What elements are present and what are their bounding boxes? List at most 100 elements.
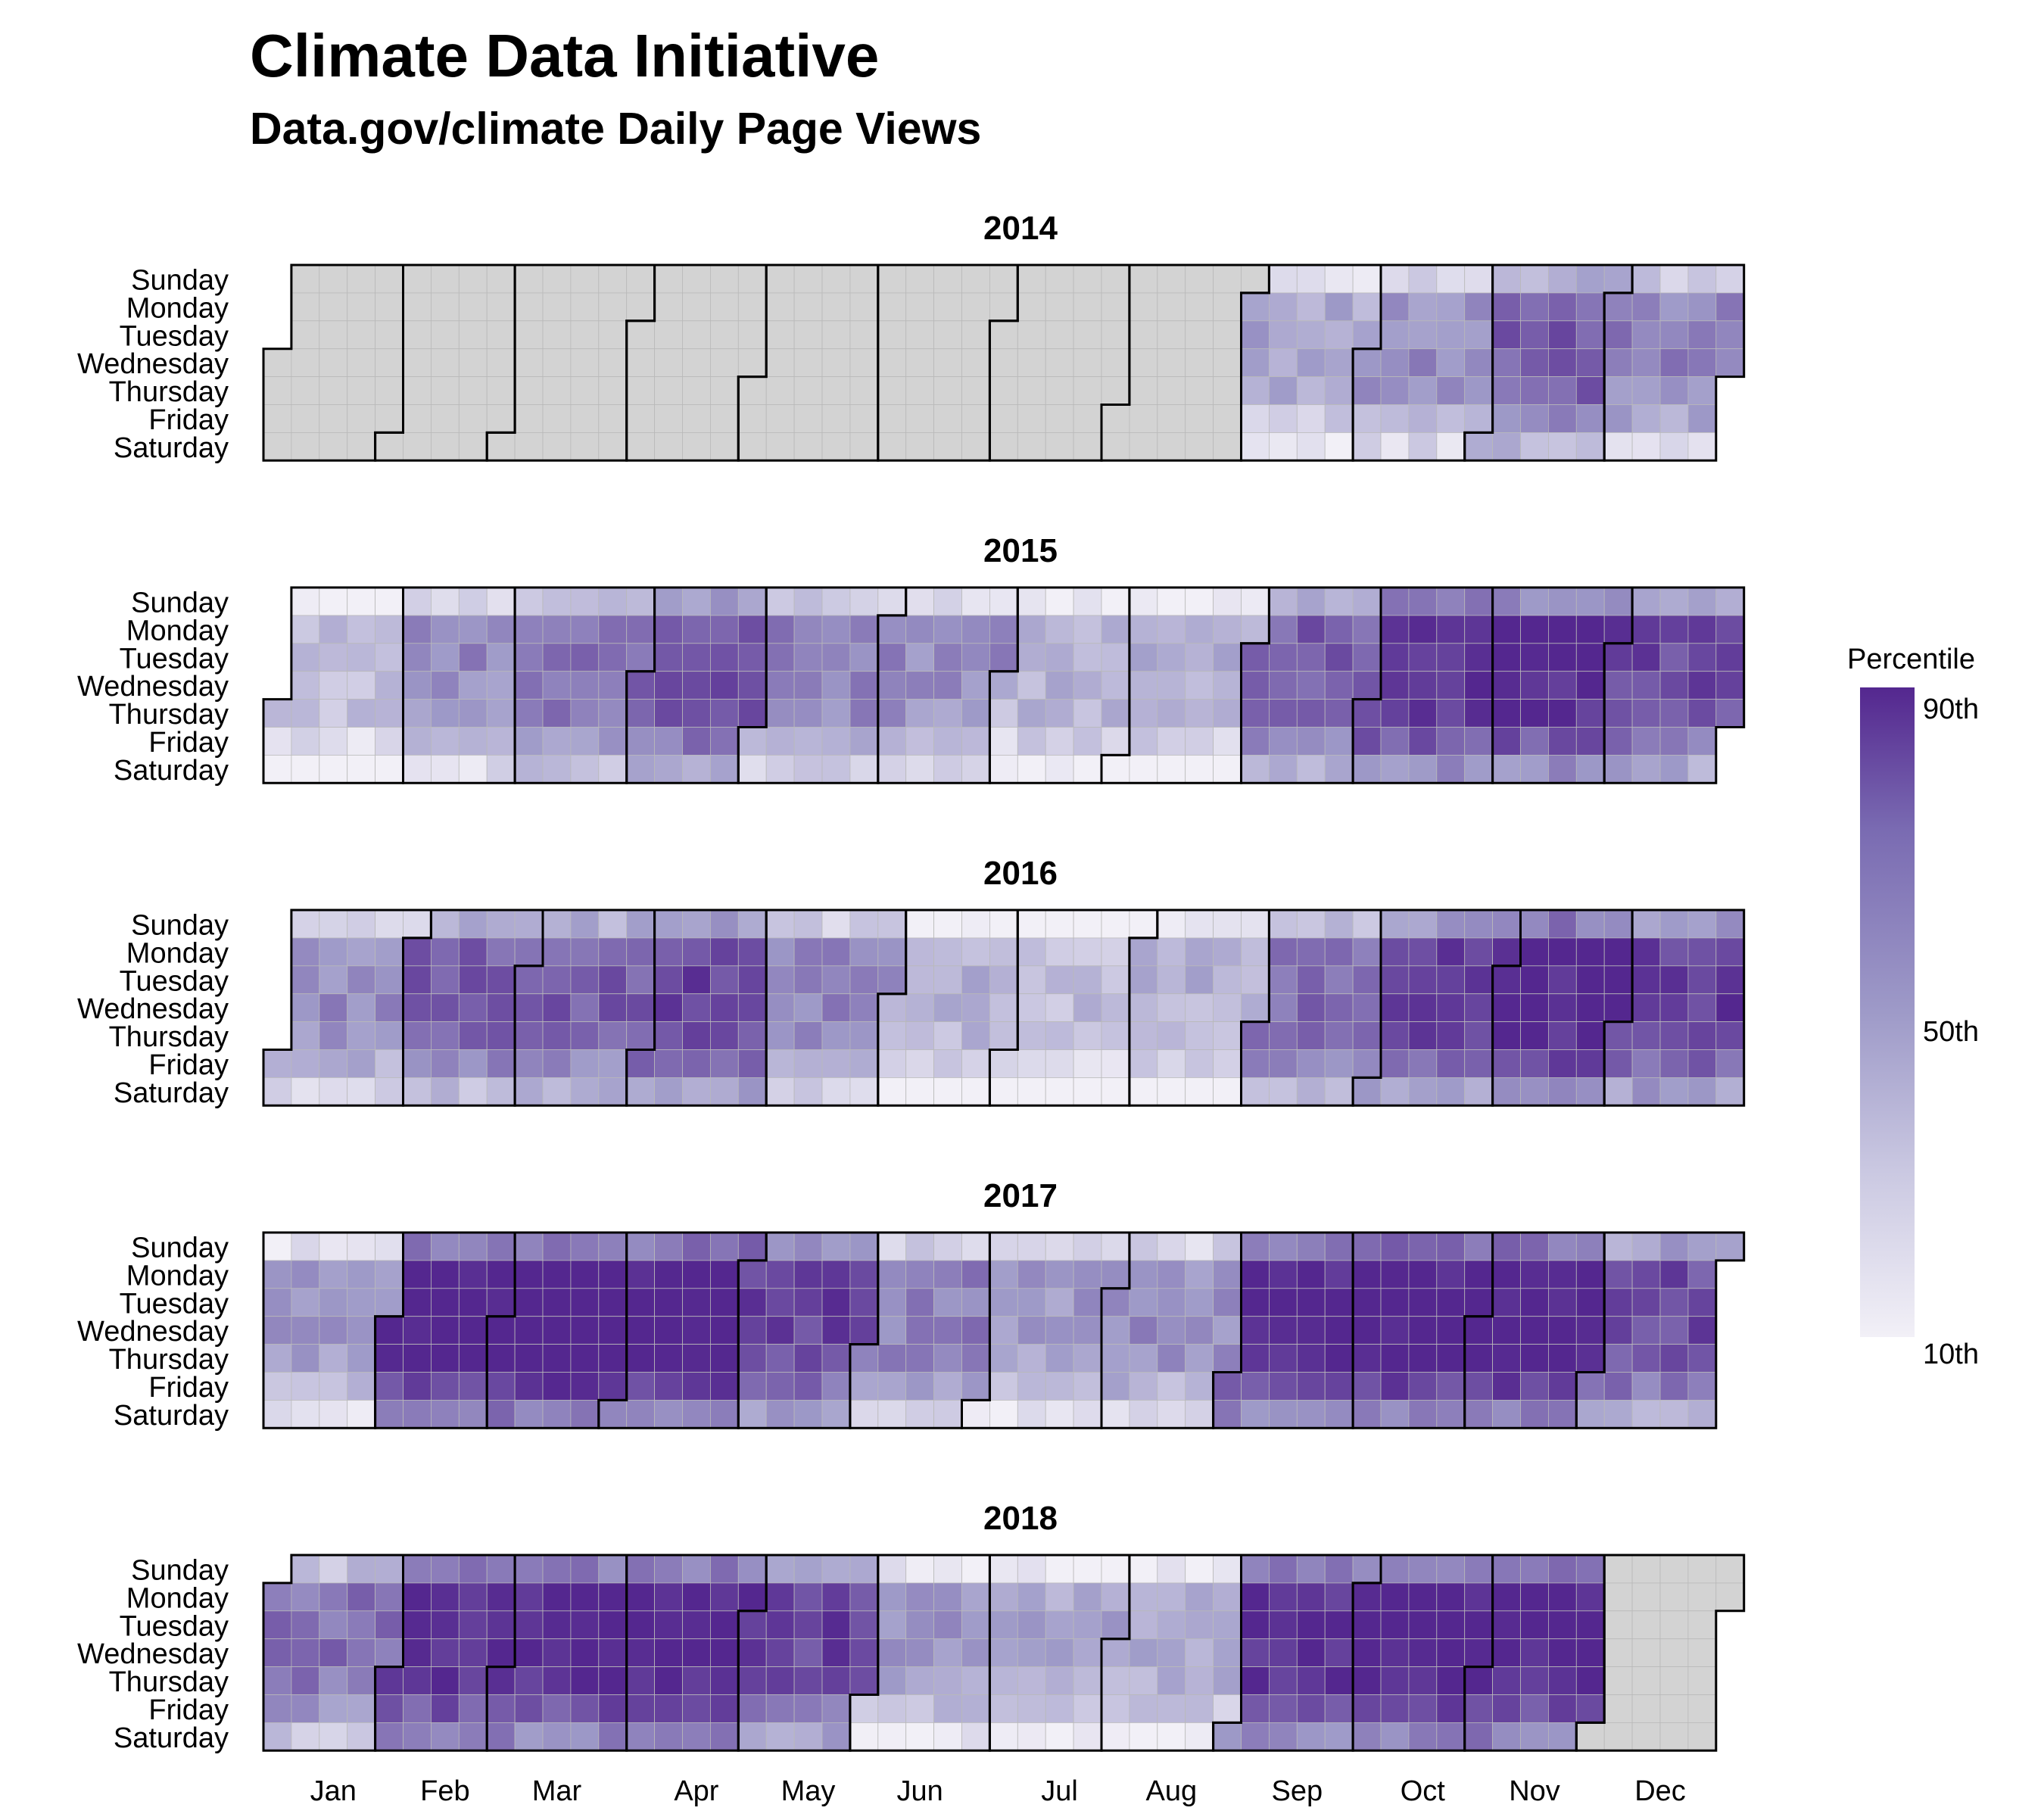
day-cell: [1185, 1316, 1214, 1345]
day-cell: [403, 587, 432, 616]
day-cell: [514, 264, 544, 294]
day-cell: [905, 292, 934, 322]
day-cell: [1241, 1722, 1270, 1751]
day-cell: [710, 699, 739, 728]
day-cell: [1687, 1316, 1717, 1345]
day-cell: [1464, 1582, 1493, 1612]
day-cell: [291, 292, 320, 322]
day-cell: [1017, 615, 1046, 644]
day-cell: [1045, 1049, 1074, 1078]
day-cell: [1101, 727, 1130, 756]
day-cell: [626, 1260, 656, 1289]
day-cell: [989, 755, 1018, 784]
day-cell: [514, 432, 544, 461]
month-label-jul: Jul: [1041, 1775, 1078, 1807]
day-cell: [1045, 965, 1074, 995]
day-cell: [1687, 1638, 1717, 1667]
day-cell: [1045, 587, 1074, 616]
day-cell: [1269, 993, 1298, 1022]
day-cell: [1101, 699, 1130, 728]
day-cell: [1659, 993, 1689, 1022]
day-cell: [654, 1372, 683, 1401]
year-title-2016: 2016: [983, 855, 1058, 892]
day-cell: [514, 1582, 544, 1612]
day-cell: [263, 1638, 292, 1667]
day-cell: [319, 699, 348, 728]
day-cell: [1631, 1666, 1661, 1695]
day-cell: [961, 1554, 990, 1584]
day-cell: [1408, 348, 1438, 378]
weekday-label-monday: Monday: [126, 615, 229, 647]
day-cell: [1045, 671, 1074, 700]
day-cell: [710, 1554, 739, 1584]
day-cell: [1296, 1400, 1326, 1429]
day-cell: [1269, 671, 1298, 700]
day-cell: [737, 1288, 767, 1317]
day-cell: [542, 993, 572, 1022]
day-cell: [1213, 404, 1242, 433]
day-cell: [1603, 965, 1633, 995]
day-cell: [654, 1344, 683, 1373]
day-cell: [1603, 937, 1633, 967]
day-cell: [263, 1316, 292, 1345]
day-cell: [431, 1077, 460, 1106]
day-cell: [710, 727, 739, 756]
day-cell: [710, 1582, 739, 1612]
day-cell: [431, 1232, 460, 1261]
day-cell: [737, 376, 767, 405]
day-cell: [1659, 1288, 1689, 1317]
day-cell: [877, 1260, 907, 1289]
day-cell: [431, 348, 460, 378]
day-cell: [1603, 909, 1633, 939]
day-cell: [905, 587, 934, 616]
day-cell: [1269, 1260, 1298, 1289]
day-cell: [849, 1722, 879, 1751]
day-cell: [291, 1049, 320, 1078]
day-cell: [431, 1288, 460, 1317]
day-cell: [486, 1582, 516, 1612]
day-cell: [1687, 699, 1717, 728]
day-cell: [821, 587, 851, 616]
day-cell: [1548, 1344, 1577, 1373]
day-cell: [849, 671, 879, 700]
day-cell: [1603, 699, 1633, 728]
day-cell: [1575, 1722, 1605, 1751]
day-cell: [1101, 615, 1130, 644]
day-cell: [1603, 1582, 1633, 1612]
day-cell: [1241, 1666, 1270, 1695]
day-cell: [1631, 1638, 1661, 1667]
day-cell: [654, 937, 683, 967]
day-cell: [821, 699, 851, 728]
day-cell: [1631, 1582, 1661, 1612]
day-cell: [737, 320, 767, 350]
day-cell: [598, 1372, 628, 1401]
day-cell: [933, 1260, 962, 1289]
day-cell: [1380, 1260, 1410, 1289]
day-cell: [1352, 1049, 1382, 1078]
day-cell: [1659, 1666, 1689, 1695]
day-cell: [849, 1666, 879, 1695]
day-cell: [291, 1316, 320, 1345]
day-cell: [1129, 727, 1158, 756]
day-cell: [710, 1372, 739, 1401]
day-cell: [626, 292, 656, 322]
day-cell: [542, 404, 572, 433]
day-cell: [989, 1316, 1018, 1345]
day-cell: [1269, 264, 1298, 294]
day-cell: [1269, 1049, 1298, 1078]
day-cell: [403, 376, 432, 405]
day-cell: [1213, 671, 1242, 700]
day-cell: [542, 1582, 572, 1612]
day-cell: [1296, 615, 1326, 644]
day-cell: [1269, 1666, 1298, 1695]
day-cell: [1492, 1260, 1521, 1289]
day-cell: [263, 1260, 292, 1289]
day-cell: [1548, 320, 1577, 350]
day-cell: [1101, 1288, 1130, 1317]
day-cell: [1492, 1288, 1521, 1317]
day-cell: [905, 965, 934, 995]
day-cell: [1045, 909, 1074, 939]
day-cell: [542, 1372, 572, 1401]
day-cell: [933, 1400, 962, 1429]
day-cell: [793, 1049, 823, 1078]
